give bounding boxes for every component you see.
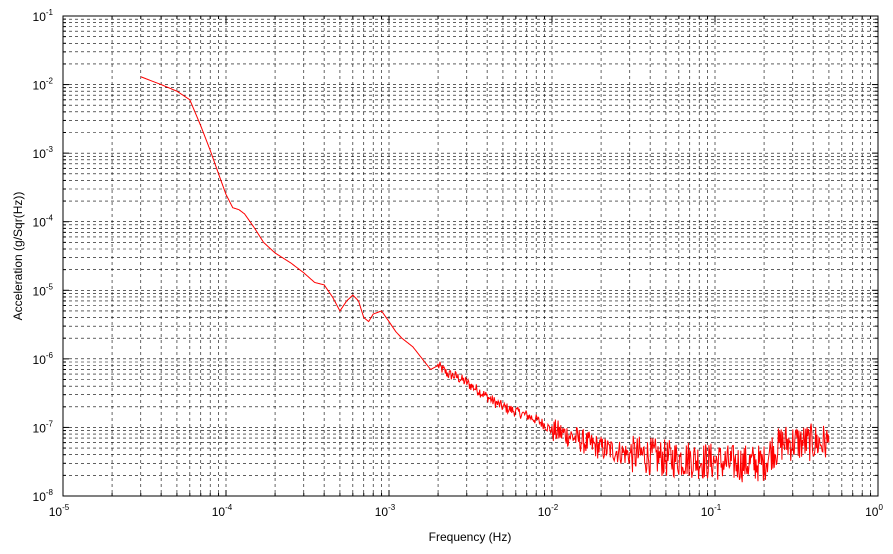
x-tick-label: 10-3 [375, 503, 396, 519]
grid-layer [63, 16, 878, 496]
x-tick-label: 10-4 [212, 503, 233, 519]
y-tick-label: 10-1 [33, 8, 54, 24]
x-tick-label: 100 [865, 503, 883, 519]
y-tick-label: 10-5 [33, 282, 54, 298]
y-tick-label: 10-4 [33, 214, 54, 230]
plot-frame [62, 15, 879, 497]
x-tick-label: 10-2 [538, 503, 559, 519]
y-tick-label: 10-7 [33, 419, 54, 435]
y-axis-title: Acceleration (g/Sqr(Hz)) [11, 192, 25, 321]
y-tick-label: 10-3 [33, 145, 54, 161]
series-layer [140, 76, 830, 483]
series-line [140, 76, 830, 483]
tick-layer: 10-5 10-4 10-3 10-2 10-1 100 10-8 10-7 10-6 10-5 1… [33, 8, 884, 519]
x-axis-title: Frequency (Hz) [429, 530, 512, 544]
x-tick-label: 10-5 [49, 503, 70, 519]
y-tick-label: 10-8 [33, 488, 54, 504]
x-tick-label: 10-1 [701, 503, 722, 519]
y-tick-label: 10-6 [33, 351, 54, 367]
y-tick-label: 10-2 [33, 77, 54, 93]
